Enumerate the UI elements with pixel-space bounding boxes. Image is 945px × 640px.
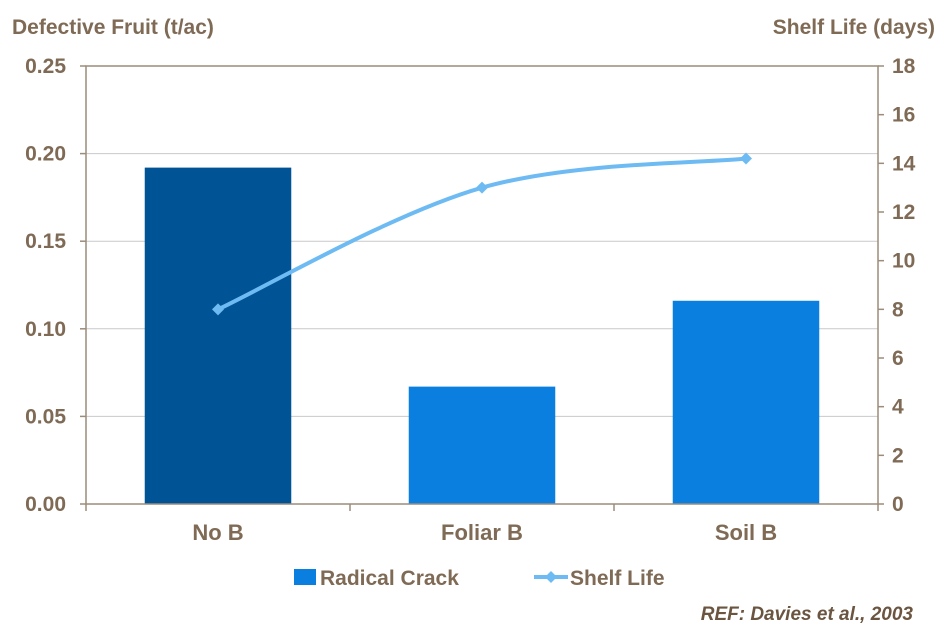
shelf-life-point xyxy=(212,303,224,316)
bar-radical-crack xyxy=(144,167,292,504)
shelf-life-line xyxy=(212,152,752,316)
shelf-life-series-line xyxy=(216,156,748,312)
y2-tick-label: 16 xyxy=(892,104,915,127)
y2-tick-label: 6 xyxy=(892,347,904,370)
x-category-label: No B xyxy=(192,520,243,545)
y2-tick-label: 2 xyxy=(892,444,904,467)
shelf-life-point xyxy=(476,181,488,194)
y2-tick-label: 12 xyxy=(892,201,915,224)
legend: Radical Crack Shelf Life xyxy=(294,567,665,590)
y-tick-label: 0.25 xyxy=(25,55,66,78)
legend-label-shelf-life: Shelf Life xyxy=(570,567,665,590)
x-category-label: Soil B xyxy=(715,520,777,545)
plot-area-border xyxy=(85,65,879,505)
y-tick-label: 0.15 xyxy=(25,230,66,253)
y2-axis-title: Shelf Life (days) xyxy=(773,16,935,39)
legend-label-radical-crack: Radical Crack xyxy=(320,567,459,590)
y-tick-label: 0.20 xyxy=(25,143,66,166)
x-category-label: Foliar B xyxy=(441,520,523,545)
y2-tick-label: 14 xyxy=(892,152,916,175)
reference-note: REF: Davies et al., 2003 xyxy=(701,604,914,625)
bars xyxy=(144,167,820,504)
legend-swatch-shelf-life-marker xyxy=(545,571,557,583)
y-axis-title: Defective Fruit (t/ac) xyxy=(12,16,214,39)
legend-swatch-radical-crack xyxy=(294,569,316,585)
y2-tick-label: 0 xyxy=(892,493,904,516)
bar-radical-crack xyxy=(672,300,820,504)
y2-tick-label: 18 xyxy=(892,55,916,78)
y2-tick-label: 10 xyxy=(892,250,915,273)
y-tick-label: 0.05 xyxy=(25,405,66,428)
y2-tick-label: 4 xyxy=(892,396,904,419)
axes: 0.00 0.05 0.10 0.15 0.20 0.25 0 2 4 6 8 10 12 14 16 18 N… xyxy=(25,55,916,545)
shelf-life-point xyxy=(740,152,752,165)
bar-radical-crack xyxy=(408,386,556,504)
y-tick-label: 0.10 xyxy=(25,318,66,341)
y-tick-label: 0.00 xyxy=(25,493,66,516)
y2-tick-label: 8 xyxy=(892,298,904,321)
